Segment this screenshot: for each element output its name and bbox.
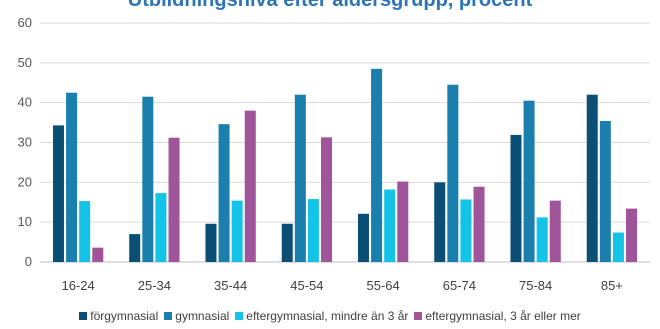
x-tick-label: 75-84 — [519, 278, 552, 293]
bar — [357, 213, 369, 262]
x-axis: 16-24 25-34 35-44 45-54 55-64 65-74 75-84 85+ — [62, 278, 623, 293]
x-tick-label: 45-54 — [290, 278, 323, 293]
legend-label: eftergymnasial, mindre än 3 år — [246, 309, 409, 323]
legend-swatch — [414, 312, 423, 320]
gridlines — [40, 22, 650, 263]
bar — [281, 223, 293, 262]
bar — [294, 94, 306, 262]
bar-chart: Utbildningsnivå efter åldersgrupp, proce… — [18, 0, 650, 293]
x-tick-label: 55-64 — [367, 278, 400, 293]
bar — [599, 120, 611, 263]
legend-label: gymnasial — [175, 309, 230, 323]
x-tick-label: 35-44 — [214, 278, 247, 293]
y-tick-label: 30 — [18, 135, 32, 150]
legend-swatch — [235, 312, 244, 320]
bar — [168, 137, 180, 262]
bars — [52, 68, 638, 263]
legend-swatch — [79, 312, 88, 320]
bar — [244, 110, 256, 262]
bar — [205, 223, 217, 262]
bar — [434, 182, 446, 262]
bar — [371, 68, 383, 262]
bar — [66, 92, 78, 263]
y-tick-label: 40 — [18, 95, 32, 110]
legend-label: förgymnasial — [90, 309, 159, 323]
bar — [397, 181, 409, 262]
x-tick-label: 25-34 — [138, 278, 171, 293]
chart-title: Utbildningsnivå efter åldersgrupp, proce… — [128, 0, 533, 11]
bar — [523, 100, 535, 262]
bar — [218, 124, 230, 263]
y-axis: 0 10 20 30 40 50 60 — [18, 15, 32, 269]
x-tick-label: 65-74 — [443, 278, 476, 293]
y-tick-label: 20 — [18, 174, 32, 189]
bar — [142, 96, 154, 262]
legend-item: eftergymnasial, mindre än 3 år — [235, 306, 408, 326]
y-tick-label: 50 — [18, 55, 32, 70]
y-tick-label: 60 — [18, 15, 32, 30]
x-tick-label: 16-24 — [62, 278, 95, 293]
bar — [447, 84, 459, 263]
bar — [473, 186, 485, 262]
bar — [549, 200, 561, 262]
bar — [626, 208, 638, 262]
legend-label: eftergymnasial, 3 år eller mer — [425, 309, 581, 323]
legend: förgymnasial gymnasial eftergymnasial, min… — [0, 306, 660, 326]
bar — [384, 189, 396, 262]
bar — [52, 125, 64, 263]
bar — [612, 232, 624, 262]
bar — [79, 201, 91, 262]
legend-item: gymnasial — [164, 306, 229, 326]
bar — [231, 200, 243, 262]
legend-swatch — [164, 312, 173, 320]
legend-item: förgymnasial — [79, 306, 158, 326]
x-tick-label: 85+ — [601, 278, 623, 293]
bar — [155, 193, 167, 262]
bar — [307, 199, 319, 262]
bar — [460, 199, 472, 262]
y-tick-label: 0 — [25, 254, 32, 269]
bar — [510, 134, 522, 262]
bar — [586, 94, 598, 262]
bar — [536, 217, 548, 262]
bar — [129, 234, 141, 262]
y-tick-label: 10 — [18, 214, 32, 229]
legend-item: eftergymnasial, 3 år eller mer — [414, 306, 581, 326]
bar — [92, 247, 104, 262]
bar — [321, 137, 333, 262]
